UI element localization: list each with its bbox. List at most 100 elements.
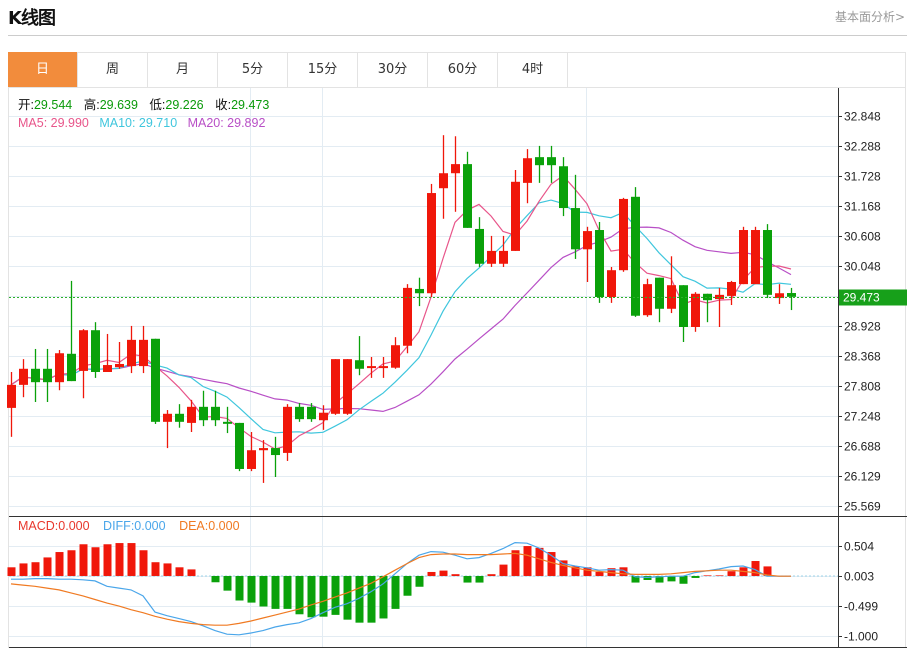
candle-body [523,158,532,183]
candle [31,348,40,403]
candle-body [139,339,148,367]
candle [7,371,16,437]
candle [187,399,196,433]
candle-body [247,450,256,469]
tab-week[interactable]: 周 [78,52,148,87]
candle-body [739,230,748,285]
macd-bar [679,575,688,584]
macd-bar [115,543,124,576]
macd-bar [91,547,100,576]
price-tick-label: 31.728 [844,170,881,184]
candle-body [679,285,688,327]
macd-bar [691,575,700,578]
candle-body [403,287,412,346]
candle [427,183,436,297]
candle [475,217,484,267]
macd-bar [535,547,544,576]
candle [571,174,580,259]
candle-body [307,406,316,420]
candle [547,145,556,183]
candle-body [715,294,724,300]
candle-body [355,360,364,369]
tab-4h[interactable]: 4时 [498,52,568,87]
candle [487,235,496,267]
macd-bar [403,575,412,596]
macd-bar [751,561,760,576]
tab-month[interactable]: 月 [148,52,218,87]
candle-body [367,366,376,369]
price-tick-label: 31.168 [844,200,881,214]
macd-bar [391,575,400,609]
candle [763,224,772,299]
macd-bar [295,575,304,615]
macd-bar [463,575,472,583]
candle-body [211,406,220,421]
candle [103,333,112,372]
candle [139,325,148,374]
dea-line [10,552,791,626]
ma20-value: MA20: 29.892 [187,116,266,130]
candle [643,278,652,317]
candle [751,226,760,285]
ma5-value: MA5: 29.990 [18,116,89,130]
macd-bar [211,575,220,583]
candle-body [655,277,664,309]
macd-bar [187,569,196,576]
candle [259,440,268,483]
candle [355,336,364,376]
price-tick-label: 27.248 [844,410,881,424]
tab-5min[interactable]: 5分 [218,52,288,87]
tab-30min[interactable]: 30分 [358,52,428,87]
macd-bar [31,562,40,576]
candle [283,404,292,461]
candle [271,436,280,478]
candle [247,432,256,472]
candle [127,325,136,374]
macd-bar [55,552,64,576]
macd-bar [271,575,280,609]
macd-bar [595,571,604,576]
fundamental-analysis-link[interactable]: 基本面分析> [834,10,905,24]
candle [211,390,220,427]
macd-bar [511,550,520,576]
macd-tick-label: -0.499 [844,600,878,614]
candle-body [283,406,292,453]
tab-day[interactable]: 日 [8,52,78,87]
divider [8,35,907,36]
candle [175,404,184,428]
candle [391,337,400,369]
ma20-line [10,226,792,413]
price-tick-label: 25.569 [844,500,881,514]
macd-bar [571,566,580,576]
candle-body [619,198,628,271]
candle-body [559,166,568,209]
candle [367,356,376,378]
candle-body [79,330,88,371]
macd-bar [583,567,592,576]
candle [331,359,340,415]
macd-bar [499,564,508,576]
candle [775,284,784,304]
candle-body [163,413,172,422]
tab-15min[interactable]: 15分 [288,52,358,87]
price-tick-label: 26.129 [844,470,881,484]
candle-body [271,448,280,456]
candle-body [595,230,604,297]
candle [67,280,76,382]
candle-body [7,384,16,408]
candle-body [475,228,484,264]
tab-60min[interactable]: 60分 [428,52,498,87]
candle [79,329,88,399]
candle [439,135,448,219]
macd-tick-label: -1.000 [844,630,878,644]
macd-bar [415,575,424,587]
price-tick-label: 32.848 [844,110,881,124]
candle-body [535,157,544,166]
macd-bar [151,562,160,576]
candle [619,197,628,272]
candle [787,287,796,311]
candle-body [499,250,508,264]
candle-body [115,363,124,368]
candle-body [451,164,460,174]
